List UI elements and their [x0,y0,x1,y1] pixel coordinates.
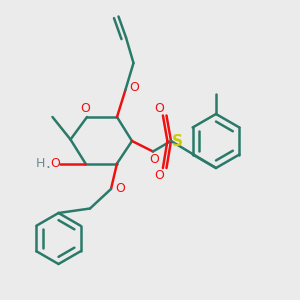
Text: H: H [36,157,45,170]
Text: O: O [115,182,125,196]
Text: S: S [172,134,183,148]
Text: O: O [154,169,164,182]
Text: O: O [150,153,159,167]
Text: O: O [81,102,90,115]
Text: O: O [50,157,60,170]
Text: O: O [154,101,164,115]
Text: .: . [45,156,50,171]
Text: O: O [129,81,139,94]
